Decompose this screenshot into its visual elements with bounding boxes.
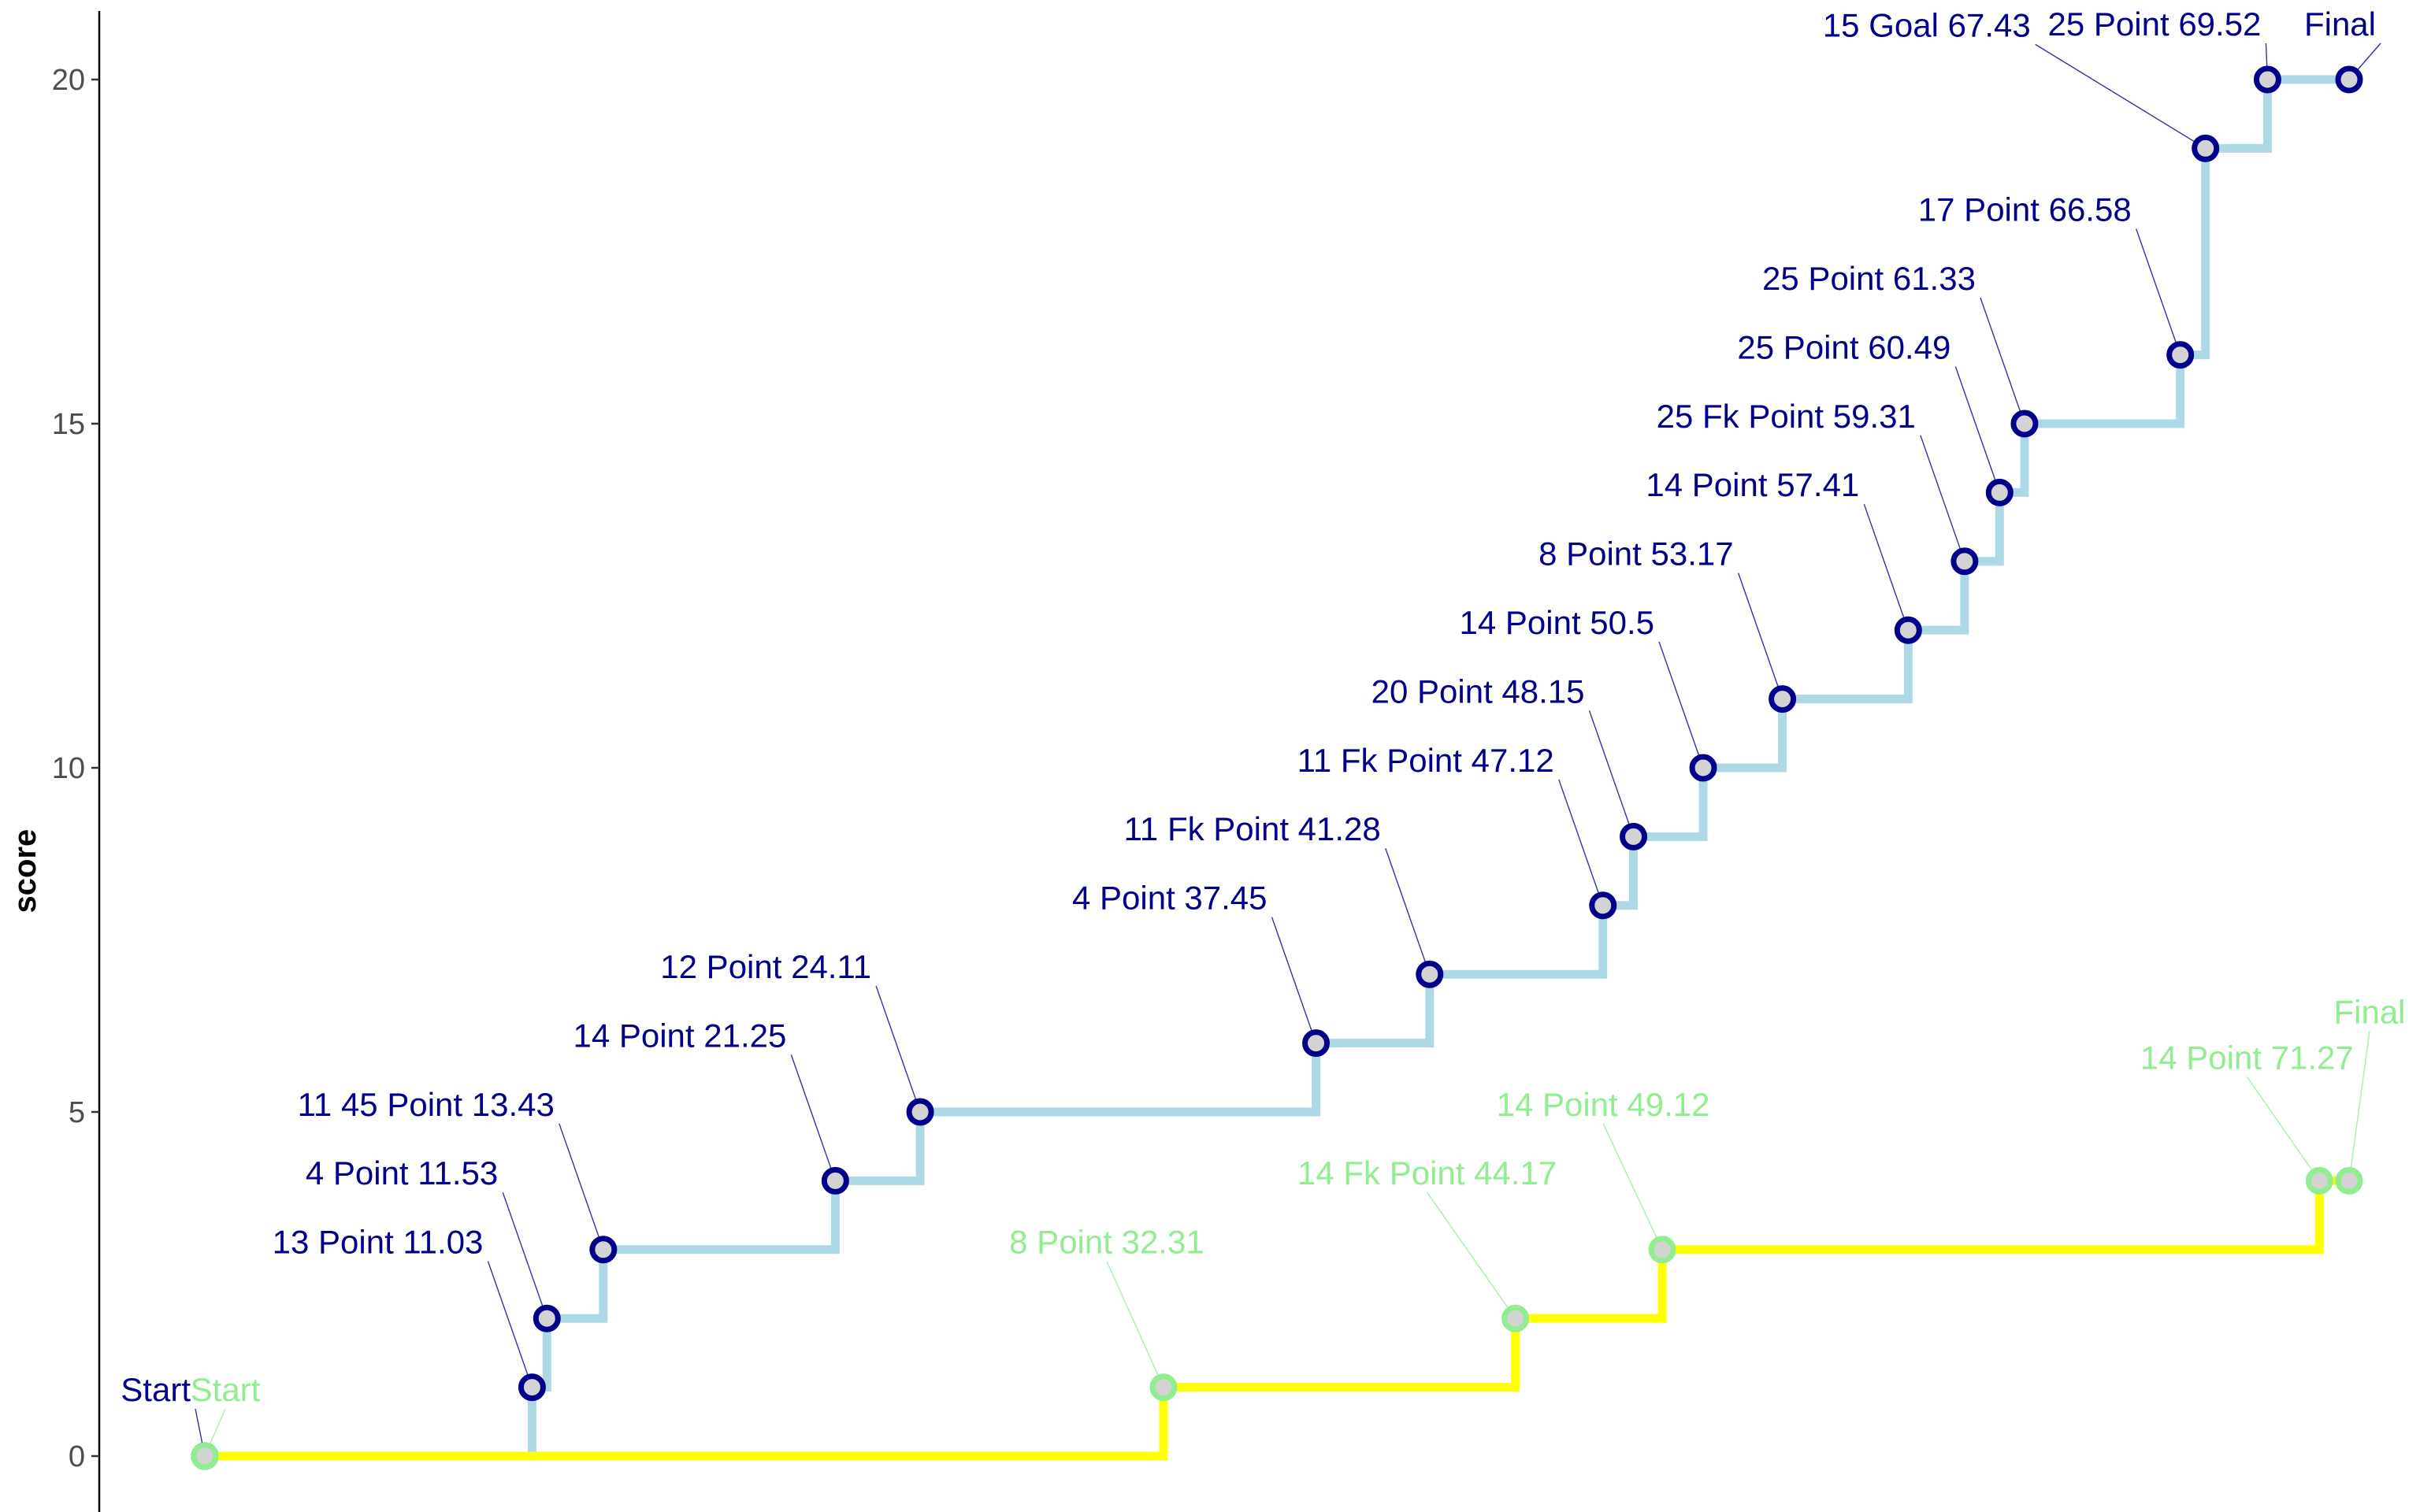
- series-1-label-connector: [2246, 1076, 2320, 1181]
- series-0-label-connector: [2035, 43, 2207, 149]
- series-1-step-line: [205, 1176, 2349, 1461]
- series-0-point: [821, 1166, 849, 1195]
- series-0-label-connector: [1737, 573, 1783, 699]
- series-0-label-connector: [1980, 297, 2025, 424]
- series-0-label-connector: [487, 1261, 533, 1388]
- series-0-point: [1769, 685, 1797, 713]
- series-0-point-label: 8 Point 53.17: [1538, 536, 1734, 573]
- series-0-label-connector: [2136, 228, 2181, 355]
- series-0-label-connector: [1658, 641, 1704, 769]
- series-0-point: [518, 1373, 546, 1402]
- series-1-point: [2305, 1166, 2333, 1195]
- series-1-point-label: Start: [191, 1371, 261, 1408]
- series-0-label-connector: [1863, 503, 1909, 631]
- series-1-point-label: 8 Point 32.31: [1009, 1224, 1204, 1261]
- series-1-label-connector: [2348, 1031, 2370, 1181]
- series-0-label-connector: [1385, 847, 1431, 975]
- series-0-point: [589, 1236, 618, 1264]
- series-0-point: [1950, 547, 1979, 576]
- series-0-label-connector: [1920, 435, 1965, 562]
- series-0-point: [906, 1098, 934, 1126]
- series-0-point-label: 13 Point 11.03: [273, 1224, 484, 1261]
- series-0-label-connector: [790, 1054, 837, 1181]
- series-0-point: [1416, 960, 1444, 988]
- series-0-label-connector: [502, 1191, 547, 1319]
- y-tick-label: 5: [69, 1096, 85, 1129]
- series-1-point-label: 14 Fk Point 44.17: [1297, 1154, 1557, 1191]
- series-0-label-connector: [559, 1123, 604, 1251]
- series-0-point-label: 12 Point 24.11: [660, 948, 871, 985]
- series-1-point: [191, 1442, 219, 1470]
- series-0-point: [2253, 65, 2281, 94]
- y-tick-label: 15: [52, 408, 85, 441]
- series-0-point: [1302, 1029, 1331, 1058]
- series-0-point-label: 11 45 Point 13.43: [298, 1086, 555, 1123]
- series-0-label-connector: [875, 985, 921, 1113]
- series-1-point: [1648, 1236, 1676, 1264]
- series-0-point-label: 14 Point 57.41: [1646, 466, 1859, 503]
- series-1-point: [1501, 1304, 1530, 1332]
- series-0-point-label: 25 Point 60.49: [1737, 328, 1950, 365]
- series-1-point: [1149, 1373, 1178, 1402]
- series-0-point: [1589, 891, 1617, 920]
- series-0-step-line: [205, 75, 2349, 1461]
- series-0-label-connector: [1588, 710, 1635, 837]
- series-0-point-label: 4 Point 37.45: [1072, 880, 1268, 917]
- series-0-point-label: 11 Fk Point 41.28: [1124, 810, 1381, 847]
- series-0-point-label: 25 Fk Point 59.31: [1657, 398, 1916, 435]
- series-0-point-label: 15 Goal 67.43: [1823, 6, 2031, 43]
- y-axis-title: score: [8, 829, 43, 914]
- series-0-point: [2192, 134, 2220, 162]
- series-0-point-label: 20 Point 48.15: [1371, 673, 1585, 710]
- y-tick-label: 0: [69, 1440, 85, 1473]
- series-0-point: [533, 1304, 561, 1332]
- series-0-label-connector: [1271, 917, 1317, 1043]
- series-0-point-label: Final: [2304, 6, 2376, 43]
- series-1-point: [2335, 1166, 2363, 1195]
- series-0-point-label: 11 Fk Point 47.12: [1297, 742, 1554, 779]
- series-0-label-connector: [1954, 366, 2000, 493]
- y-tick-label: 10: [52, 752, 85, 785]
- series-1-label-connector: [1602, 1123, 1663, 1251]
- series-0-point: [1689, 754, 1717, 782]
- series-0-point-label: 17 Point 66.58: [1918, 191, 2132, 228]
- series-1-point-label: 14 Point 71.27: [2140, 1039, 2354, 1076]
- series-0-point-label: 14 Point 50.5: [1460, 604, 1655, 641]
- y-tick-label: 20: [52, 64, 85, 97]
- series-0-point-label: Start: [121, 1371, 191, 1408]
- series-0-point: [1894, 616, 1922, 644]
- series-0-point-label: 25 Point 69.52: [2048, 6, 2262, 43]
- series-1-point-label: Final: [2333, 993, 2405, 1030]
- series-0-point: [1985, 478, 2014, 506]
- series-0-point-label: 14 Point 21.25: [573, 1017, 786, 1054]
- series-1-point-label: 14 Point 49.12: [1497, 1086, 1710, 1123]
- series-0-point: [2166, 341, 2195, 369]
- series-0-point-label: 25 Point 61.33: [1762, 260, 1976, 297]
- series-0-point: [2335, 65, 2363, 94]
- series-1-label-connector: [1106, 1261, 1164, 1388]
- series-0-label-connector: [1558, 779, 1604, 906]
- series-0-point: [1620, 822, 1648, 850]
- series-0-point-label: 4 Point 11.53: [306, 1154, 498, 1191]
- series-1-label-connector: [1427, 1191, 1516, 1319]
- series-0-point: [2010, 410, 2039, 438]
